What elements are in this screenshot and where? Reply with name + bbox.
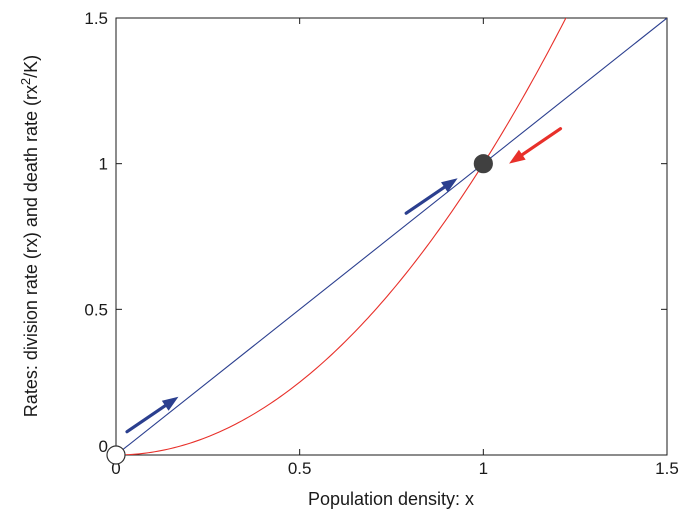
y-tick-label: 1 [99,155,108,174]
direction-arrow [509,127,563,164]
plot-frame [115,17,668,456]
x-tick-label: 1 [479,459,488,478]
direction-arrow [125,396,179,434]
death-rate-curve [116,18,567,455]
points-group [106,154,493,465]
x-tick-label: 1.5 [655,459,679,478]
unstable-fixed-point [106,445,126,465]
y-tick-label: 1.5 [84,9,108,28]
y-tick-label: 0 [99,437,108,456]
tick-labels: 0 0.5 1 1.5 0 0.5 1 1.5 [84,9,678,478]
series-group [116,18,667,455]
y-axis-label-sup: 2 [18,78,33,85]
x-tick-label: 0 [111,459,120,478]
y-axis-label: Rates: division rate (rx) and death rate… [18,55,41,417]
stable-fixed-point [473,154,493,174]
y-axis-label-main: Rates: division rate (rx) and death rate… [21,85,41,417]
x-tick-label: 0.5 [288,459,312,478]
y-axis-label-end: /K) [21,55,41,78]
arrows-group [125,127,563,434]
division-rate-line [116,18,667,455]
y-tick-label: 0.5 [84,300,108,319]
x-axis-label: Population density: x [308,489,474,509]
direction-arrow [404,178,458,215]
